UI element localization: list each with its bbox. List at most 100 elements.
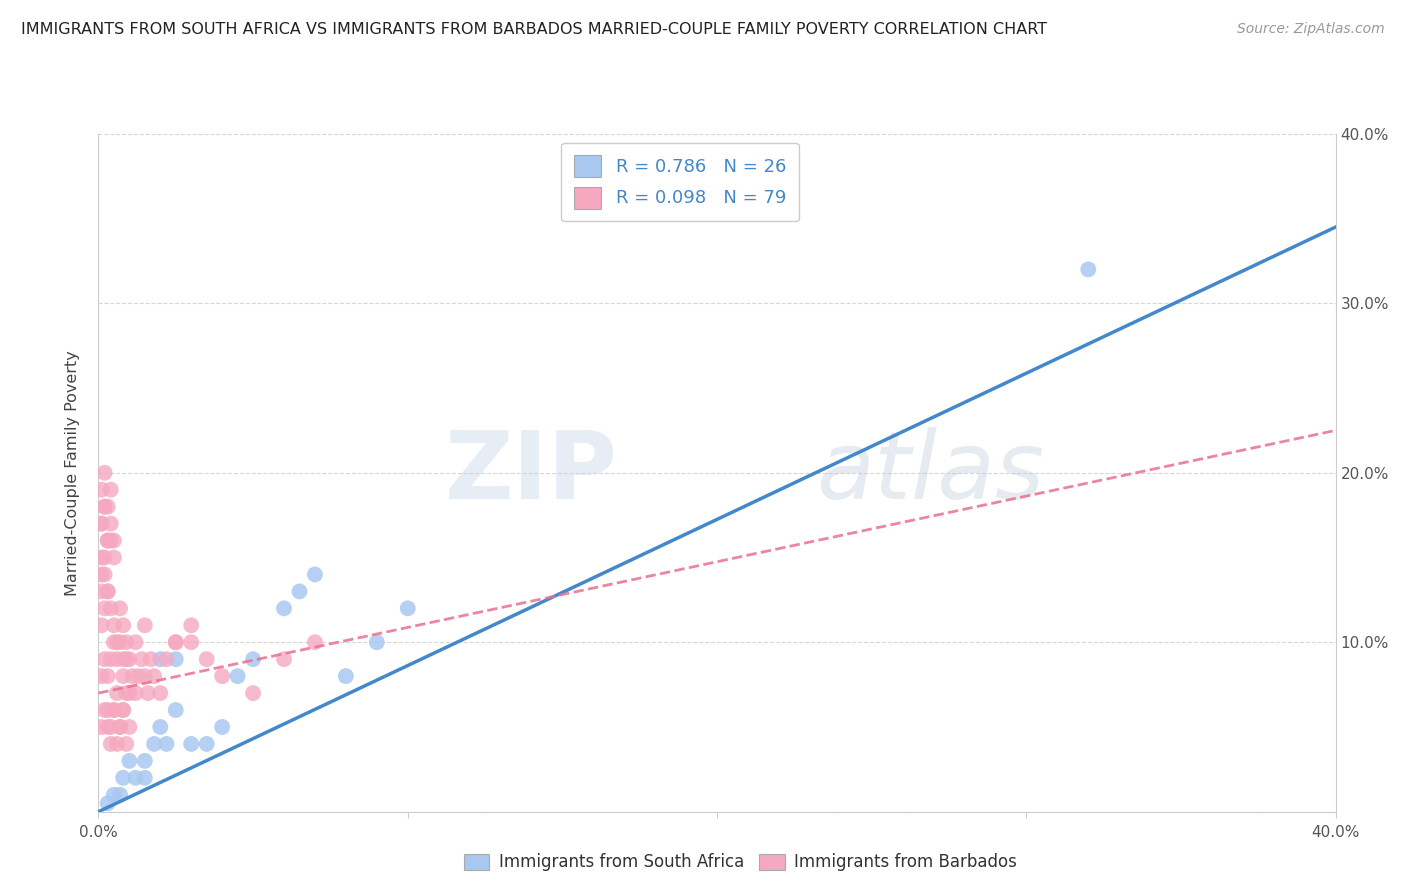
Point [100,483,122,497]
Point [195,652,218,666]
Point [93,550,115,565]
Point [103,703,125,717]
Point [115,686,138,700]
Point [93,500,115,514]
Point [90,516,112,531]
Point [93,567,115,582]
Point [304,635,326,649]
Point [128,669,150,683]
Point [100,652,122,666]
Point [90,720,112,734]
Point [90,567,112,582]
Point [90,584,112,599]
Point [103,788,125,802]
Point [112,618,135,632]
Point [108,720,131,734]
Point [115,652,138,666]
Point [288,584,311,599]
Point [143,669,166,683]
Point [180,737,202,751]
Point [97,533,120,548]
Text: Immigrants from Barbados: Immigrants from Barbados [794,853,1018,871]
Point [93,652,115,666]
Point [90,618,112,632]
Point [105,737,128,751]
Point [149,686,172,700]
Point [103,618,125,632]
Point [155,737,177,751]
Point [134,618,156,632]
Point [93,500,115,514]
Point [93,601,115,615]
Text: IMMIGRANTS FROM SOUTH AFRICA VS IMMIGRANTS FROM BARBADOS MARRIED-COUPLE FAMILY P: IMMIGRANTS FROM SOUTH AFRICA VS IMMIGRAN… [21,22,1047,37]
Y-axis label: Married-Couple Family Poverty: Married-Couple Family Poverty [65,350,80,596]
Point [112,771,135,785]
Point [93,466,115,480]
Point [124,635,146,649]
Point [121,669,143,683]
Point [108,720,131,734]
Point [103,550,125,565]
Point [226,669,249,683]
Text: atlas: atlas [815,427,1045,518]
Point [97,500,120,514]
Point [273,601,295,615]
Point [100,737,122,751]
Point [118,652,141,666]
Legend: R = 0.786   N = 26, R = 0.098   N = 79: R = 0.786 N = 26, R = 0.098 N = 79 [561,143,799,221]
Point [115,635,138,649]
Point [97,703,120,717]
Point [112,652,135,666]
Point [118,686,141,700]
Point [165,652,187,666]
Text: Source: ZipAtlas.com: Source: ZipAtlas.com [1237,22,1385,37]
Point [108,788,131,802]
Point [105,652,128,666]
Point [100,533,122,548]
Point [115,737,138,751]
Point [180,618,202,632]
Point [103,635,125,649]
Point [242,652,264,666]
Point [134,754,156,768]
Point [242,686,264,700]
Point [211,720,233,734]
Point [112,703,135,717]
Point [108,635,131,649]
Point [105,635,128,649]
Point [112,703,135,717]
Point [97,584,120,599]
Point [165,635,187,649]
Point [100,601,122,615]
Point [149,652,172,666]
Point [93,703,115,717]
Point [134,771,156,785]
Point [97,720,120,734]
Point [366,635,388,649]
Point [180,635,202,649]
Point [90,669,112,683]
Point [134,669,156,683]
Point [396,601,419,615]
Text: Immigrants from South Africa: Immigrants from South Africa [499,853,744,871]
Point [139,652,162,666]
Point [335,669,357,683]
Point [103,703,125,717]
Point [97,584,120,599]
Point [273,652,295,666]
Point [103,533,125,548]
Point [124,771,146,785]
Point [118,754,141,768]
Point [165,635,187,649]
Point [105,686,128,700]
Point [97,669,120,683]
Point [90,483,112,497]
Text: 40.0%: 40.0% [1312,825,1360,840]
Point [97,533,120,548]
Text: 0.0%: 0.0% [79,825,118,840]
Point [211,669,233,683]
Point [108,601,131,615]
Point [100,516,122,531]
Point [112,669,135,683]
Point [304,567,326,582]
